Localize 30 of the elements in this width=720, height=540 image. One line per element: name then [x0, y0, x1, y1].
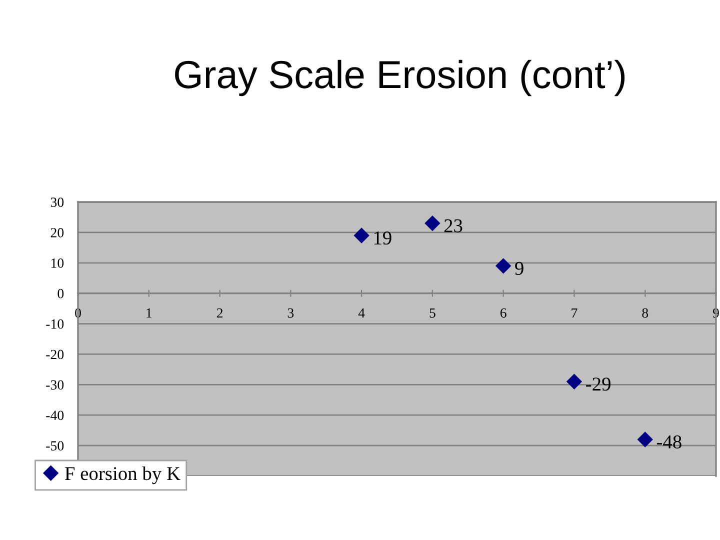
x-tick-label: 4	[358, 308, 365, 318]
chart-title: Gray Scale Erosion (cont’)	[175, 60, 625, 96]
x-tick-label: 2	[216, 308, 222, 318]
x-tick-label: 3	[288, 308, 294, 318]
point	[566, 374, 582, 390]
data-label: -29	[586, 378, 610, 391]
point	[496, 258, 511, 274]
x-tick-label: 6	[500, 308, 506, 318]
y-tick-label: -10	[46, 319, 64, 329]
x-tick-label: 5	[430, 308, 436, 318]
y-tick-label: 30	[50, 198, 64, 207]
point	[424, 216, 440, 231]
point	[354, 228, 370, 244]
point	[638, 432, 653, 448]
x-tick-label: 7	[572, 308, 578, 318]
y-tick-label: 10	[51, 258, 64, 268]
data-label: 23	[444, 219, 462, 232]
y-tick-label: -40	[46, 410, 64, 420]
data-label: 9	[515, 262, 524, 275]
y-tick-label: 0	[58, 288, 64, 298]
legend-label: F eorsion by K	[64, 466, 180, 484]
data-label: -48	[656, 435, 682, 448]
x-tick-label: 0	[75, 308, 81, 318]
y-tick-label: 20	[50, 228, 64, 238]
y-tick-label: -20	[46, 350, 64, 360]
x-tick-label: 8	[642, 308, 648, 318]
data-label: 19	[374, 231, 392, 245]
x-tick-label: 1	[146, 308, 152, 318]
y-tick-label: -50	[46, 441, 64, 451]
y-tick-label: -30	[46, 380, 64, 390]
